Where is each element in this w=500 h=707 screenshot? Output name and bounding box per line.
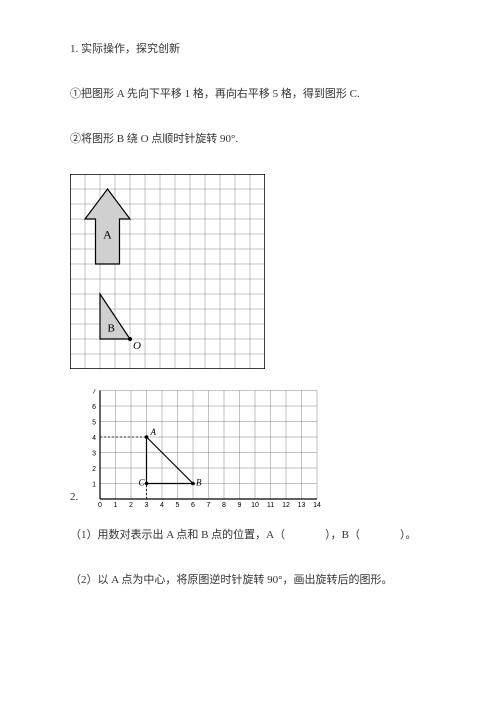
q1-sub1: ①把图形 A 先向下平移 1 格，再向右平移 5 格，得到图形 C. — [70, 85, 440, 105]
q2-part1: （1）用数对表示出 A 点和 B 点的位置，A（ ），B（ ）。 — [70, 526, 440, 546]
svg-text:11: 11 — [267, 502, 274, 509]
svg-text:7: 7 — [92, 389, 96, 396]
grid2-diagram: 012345678910111213141234567ABC — [82, 389, 322, 509]
svg-text:10: 10 — [251, 502, 259, 509]
svg-text:A: A — [150, 427, 157, 437]
svg-text:14: 14 — [313, 502, 321, 509]
svg-text:13: 13 — [298, 502, 306, 509]
grid1-diagram: A B O — [70, 174, 440, 369]
svg-text:1: 1 — [92, 482, 96, 489]
svg-text:5: 5 — [176, 502, 180, 509]
svg-text:4: 4 — [92, 435, 96, 442]
svg-text:9: 9 — [238, 502, 242, 509]
q2-part1-a: （1）用数对表示出 A 点和 B 点的位置，A（ — [70, 529, 285, 541]
q1-title: 1. 实际操作，探究创新 — [70, 40, 440, 60]
q2-part2: （2）以 A 点为中心，将原图逆时针旋转 90°，画出旋转后的图形。 — [70, 571, 440, 591]
svg-text:8: 8 — [222, 502, 226, 509]
svg-text:5: 5 — [92, 420, 96, 427]
svg-text:0: 0 — [98, 502, 102, 509]
svg-text:6: 6 — [191, 502, 195, 509]
svg-text:6: 6 — [92, 404, 96, 411]
svg-text:O: O — [133, 340, 141, 352]
svg-text:A: A — [103, 228, 112, 242]
q2-number: 2. — [70, 488, 78, 508]
svg-text:B: B — [108, 323, 115, 335]
svg-text:3: 3 — [92, 451, 96, 458]
svg-text:B: B — [196, 478, 202, 488]
svg-text:3: 3 — [145, 502, 149, 509]
svg-text:4: 4 — [160, 502, 164, 509]
svg-text:12: 12 — [282, 502, 290, 509]
svg-text:1: 1 — [114, 502, 118, 509]
svg-text:C: C — [139, 478, 146, 488]
q2-part1-b: ），B（ — [325, 529, 360, 541]
svg-text:2: 2 — [92, 466, 96, 473]
q2-row: 2. 012345678910111213141234567ABC — [70, 389, 440, 511]
svg-text:7: 7 — [207, 502, 211, 509]
svg-text:2: 2 — [129, 502, 133, 509]
q2-part1-c: ）。 — [400, 529, 417, 541]
q1-sub2: ②将图形 B 绕 O 点顺时针旋转 90°. — [70, 130, 440, 150]
